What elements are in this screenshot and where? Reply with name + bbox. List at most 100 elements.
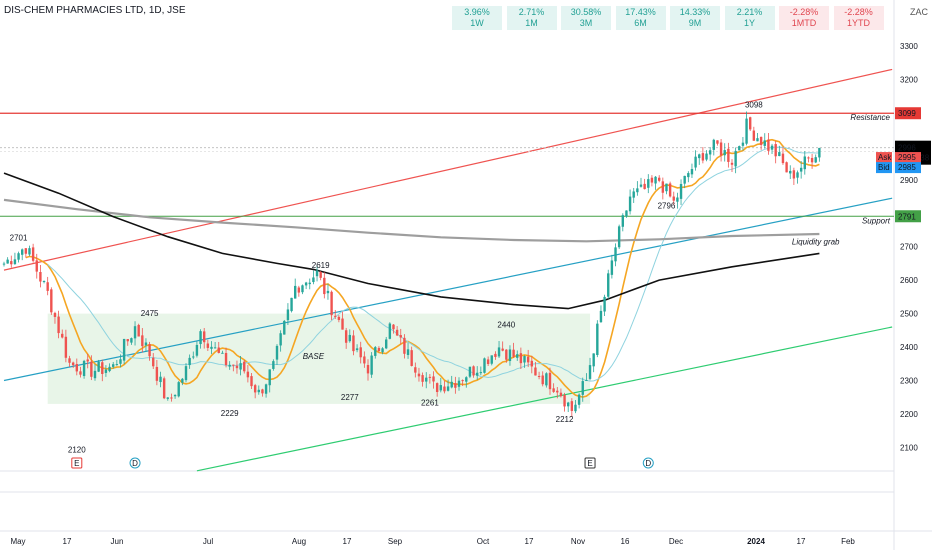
candle xyxy=(243,360,246,374)
price-annotation: 2440 xyxy=(497,321,515,330)
candle xyxy=(228,361,231,370)
ask-bid-tags: Ask 2995 Bid 2985 xyxy=(876,152,921,174)
sma-200 xyxy=(3,198,820,243)
candle xyxy=(399,328,402,345)
candle xyxy=(519,347,523,370)
candle xyxy=(235,360,239,374)
x-tick-label: 17 xyxy=(343,537,352,546)
x-tick-label: 16 xyxy=(621,537,630,546)
candle xyxy=(264,383,268,398)
middle-channel-line xyxy=(3,197,893,382)
candle xyxy=(279,330,282,352)
upper-channel-line xyxy=(3,68,893,271)
candle xyxy=(636,181,639,196)
candle xyxy=(2,261,6,267)
candle xyxy=(283,319,286,335)
candle xyxy=(410,346,413,367)
candle xyxy=(42,280,46,284)
candle xyxy=(617,224,621,250)
candle xyxy=(246,365,250,383)
price-annotation: 2475 xyxy=(141,309,159,318)
x-tick-label: Feb xyxy=(841,537,855,546)
candle xyxy=(552,383,555,393)
candle xyxy=(312,270,315,285)
candle xyxy=(108,363,111,373)
sma-100 xyxy=(3,172,820,310)
time-axis[interactable]: May 17 Jun Jul Aug 17 Sep Oct 17 Nov 16 Dec 2024 17 Fe… xyxy=(10,537,855,546)
candle xyxy=(548,367,552,395)
svg-text:Bid: Bid xyxy=(878,163,890,172)
svg-text:E: E xyxy=(74,459,79,468)
candle xyxy=(545,372,548,388)
dividend-event-icon[interactable]: D xyxy=(642,457,654,469)
candle xyxy=(676,192,679,209)
candle xyxy=(486,356,490,366)
candle xyxy=(818,147,821,162)
candle xyxy=(173,394,177,399)
x-tick-label: 2024 xyxy=(747,537,765,546)
candle xyxy=(705,150,708,162)
price-annotation: 2701 xyxy=(10,233,28,242)
candle xyxy=(556,386,559,399)
candle xyxy=(650,175,654,187)
candle xyxy=(170,393,173,402)
candle xyxy=(104,365,108,377)
candle xyxy=(723,143,726,162)
candle xyxy=(497,340,501,359)
x-tick-label: 17 xyxy=(797,537,806,546)
y-tick-label: 2100 xyxy=(900,443,918,452)
candle xyxy=(93,364,97,381)
perf-value: 2.71% xyxy=(518,7,545,17)
candle xyxy=(588,357,592,381)
candle xyxy=(122,338,126,365)
symbol-title[interactable]: DIS-CHEM PHARMACIES LTD, 1D, JSE xyxy=(4,5,186,16)
candle xyxy=(432,371,435,389)
price-axis[interactable]: 2100220023002400250026002700280029003000… xyxy=(876,42,931,452)
svg-text:D: D xyxy=(132,459,138,468)
candle xyxy=(319,271,322,281)
candle xyxy=(476,366,479,380)
perf-period: 3M xyxy=(579,18,593,28)
candle xyxy=(159,371,162,388)
x-tick-label: Aug xyxy=(292,537,306,546)
x-tick-label: Oct xyxy=(477,537,490,546)
candle xyxy=(35,253,38,279)
candle xyxy=(184,363,188,383)
candle xyxy=(654,176,657,190)
candle xyxy=(61,329,64,339)
candle xyxy=(388,322,392,340)
candle xyxy=(10,255,13,268)
perf-period: 1MTD xyxy=(791,18,817,28)
candle xyxy=(352,330,355,356)
dividend-event-icon[interactable]: D xyxy=(129,457,141,469)
price-annotation: 2796 xyxy=(658,202,676,211)
earnings-event-icon[interactable]: E xyxy=(71,457,83,469)
candle xyxy=(628,189,632,215)
candle xyxy=(148,341,151,361)
x-tick-label: 17 xyxy=(525,537,534,546)
y-tick-label: 3300 xyxy=(900,42,918,51)
candle xyxy=(192,351,195,360)
candle xyxy=(443,380,446,394)
candle xyxy=(366,359,370,381)
candle xyxy=(414,362,417,378)
earnings-event-icon[interactable]: E xyxy=(584,457,596,469)
candle xyxy=(199,329,202,349)
candle xyxy=(585,373,588,382)
perf-value: 17.43% xyxy=(625,7,656,17)
currency-label[interactable]: ZAC xyxy=(910,7,928,17)
candle xyxy=(79,366,82,378)
y-tick-label: 2700 xyxy=(900,243,918,252)
candle xyxy=(698,153,701,165)
candle xyxy=(97,359,100,373)
svg-text:3099: 3099 xyxy=(898,109,916,118)
y-tick-label: 2500 xyxy=(900,310,918,319)
candle xyxy=(505,349,508,363)
candle xyxy=(789,165,792,180)
candle xyxy=(665,183,668,195)
candle xyxy=(708,147,712,161)
candle xyxy=(21,248,24,261)
candle xyxy=(625,210,628,218)
perf-value: 30.58% xyxy=(570,7,602,17)
